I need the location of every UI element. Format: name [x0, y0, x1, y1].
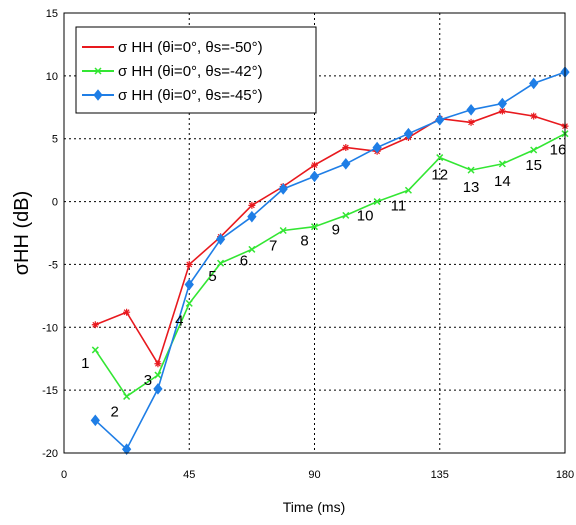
data-point	[154, 371, 162, 379]
legend-entry-2: σ HH (θi=0°, θs=-42°)	[82, 63, 263, 80]
data-point	[248, 245, 256, 253]
data-point	[217, 259, 225, 267]
data-point	[309, 170, 320, 183]
data-point	[498, 160, 506, 168]
data-point	[498, 107, 506, 115]
point-annotation: 10	[357, 208, 374, 225]
x-tick-label: 90	[308, 469, 320, 481]
point-annotation: 8	[300, 233, 308, 250]
x-tick-label: 0	[61, 469, 67, 481]
data-point	[530, 146, 538, 154]
data-point	[311, 161, 318, 169]
data-point	[91, 346, 99, 354]
data-point	[310, 223, 319, 231]
y-tick-label: 10	[46, 71, 58, 83]
data-point	[466, 103, 476, 116]
point-annotation: 1	[81, 355, 89, 372]
point-annotation: 6	[240, 252, 248, 269]
data-point	[185, 260, 193, 268]
legend-entry-3: σ HH (θi=0°, θs=-45°)	[82, 87, 263, 104]
series-line	[95, 110, 566, 366]
x-axis-label: Time (ms)	[283, 499, 345, 515]
legend-marker	[94, 67, 102, 75]
data-point	[404, 186, 412, 194]
data-point	[373, 198, 381, 206]
y-tick-label: 5	[52, 134, 58, 146]
x-tick-label: 180	[556, 469, 574, 481]
data-point	[215, 233, 226, 246]
data-point	[248, 201, 256, 209]
data-point	[91, 321, 99, 329]
legend-label: σ HH (θi=0°, θs=-50°)	[118, 39, 263, 56]
x-tick-label: 45	[183, 469, 195, 481]
data-point	[467, 118, 475, 126]
data-point	[121, 443, 132, 456]
series-line	[94, 71, 566, 451]
point-annotation: 5	[208, 268, 216, 285]
grid-layer	[64, 13, 565, 453]
data-point	[436, 154, 444, 162]
point-annotation: 4	[175, 312, 183, 329]
data-point	[341, 158, 351, 170]
data-point	[435, 114, 445, 126]
y-tick-label: -20	[42, 448, 58, 460]
data-point	[153, 383, 163, 395]
data-point	[530, 112, 538, 120]
y-tick-label: 0	[52, 197, 58, 209]
data-point	[123, 392, 131, 400]
legend-label: σ HH (θi=0°, θs=-42°)	[118, 63, 263, 80]
data-point	[123, 308, 131, 316]
y-axis-label: σHH (dB)	[11, 191, 33, 276]
plot-frame	[63, 12, 566, 454]
data-point	[247, 210, 257, 223]
data-point	[497, 97, 508, 110]
data-point	[342, 144, 350, 152]
legend-entry-1: σ HH (θi=0°, θs=-50°)	[82, 39, 263, 56]
data-point	[403, 127, 414, 140]
legend-label: σ HH (θi=0°, θs=-45°)	[118, 87, 263, 104]
x-tick-label: 135	[431, 469, 449, 481]
data-point	[154, 360, 162, 368]
data-point	[279, 226, 287, 235]
legend-marker	[93, 89, 103, 101]
point-annotation: 2	[110, 403, 118, 420]
point-annotation: 14	[494, 173, 511, 190]
legend: σ HH (θi=0°, θs=-50°) σ HH (θi=0°, θs=-42…	[75, 26, 317, 114]
point-annotation: 11	[391, 197, 407, 214]
legend-box	[75, 26, 317, 114]
point-annotation: 7	[269, 237, 277, 254]
data-point	[342, 211, 350, 219]
y-tick-label: 15	[46, 8, 58, 20]
point-annotation: 16	[550, 142, 567, 159]
point-annotation: 12	[431, 167, 448, 184]
data-point	[278, 183, 288, 195]
y-tick-label: -10	[42, 322, 58, 334]
data-point	[90, 414, 100, 427]
data-point	[372, 141, 382, 154]
y-tick-label: -5	[48, 259, 58, 271]
point-annotation: 3	[144, 372, 152, 389]
data-point	[185, 299, 193, 307]
data-point	[529, 77, 539, 90]
y-tick-label: -15	[42, 385, 58, 397]
point-annotation: 15	[525, 157, 542, 174]
point-annotation: 13	[463, 179, 480, 196]
point-annotation: 9	[332, 221, 340, 238]
series-layer	[90, 66, 570, 456]
data-point	[467, 166, 475, 174]
data-point	[184, 278, 194, 291]
